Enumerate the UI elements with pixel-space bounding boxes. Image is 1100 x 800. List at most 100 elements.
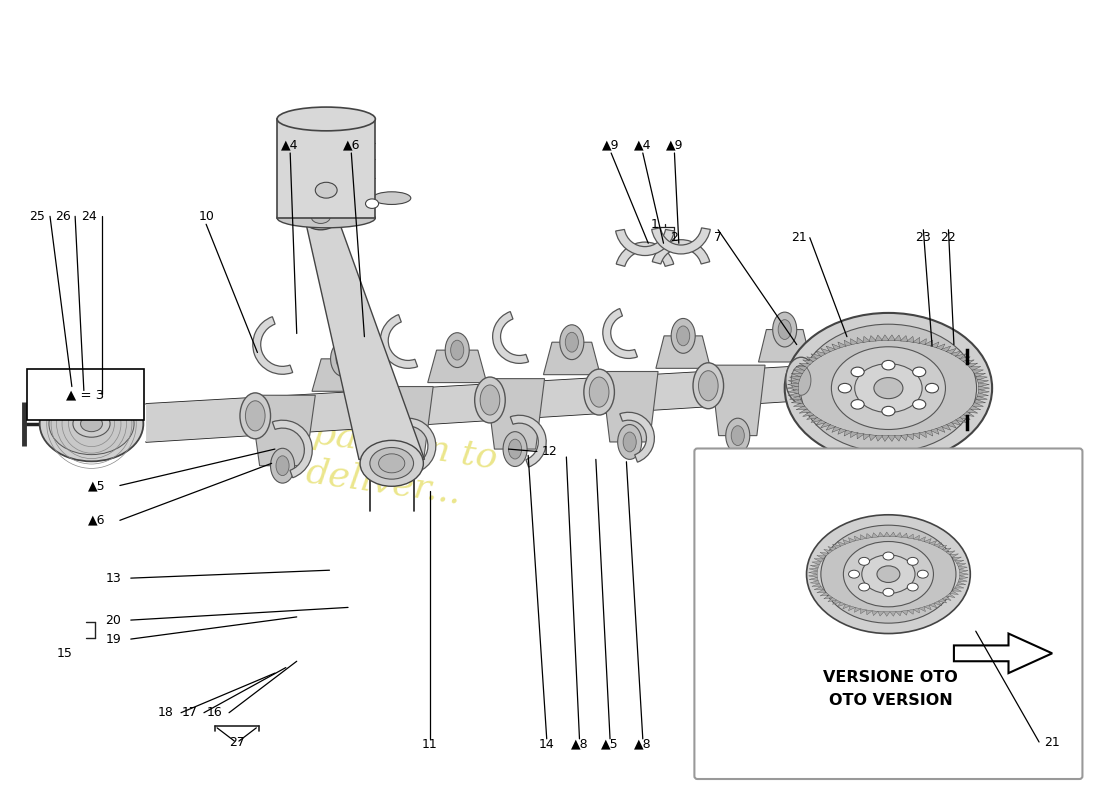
Polygon shape (953, 557, 961, 560)
Polygon shape (850, 431, 858, 438)
Polygon shape (959, 570, 968, 573)
Polygon shape (832, 426, 842, 432)
Polygon shape (955, 354, 966, 359)
Polygon shape (811, 354, 822, 359)
Polygon shape (930, 603, 937, 608)
Polygon shape (872, 533, 878, 538)
Ellipse shape (302, 203, 339, 230)
Polygon shape (803, 412, 814, 416)
Text: 23: 23 (915, 231, 932, 244)
Polygon shape (888, 436, 895, 442)
Polygon shape (810, 578, 818, 581)
Polygon shape (803, 360, 814, 365)
Wedge shape (510, 415, 547, 467)
Polygon shape (808, 571, 817, 574)
Ellipse shape (908, 558, 918, 566)
Polygon shape (428, 350, 486, 382)
Wedge shape (619, 412, 654, 462)
Polygon shape (959, 573, 968, 576)
Text: 1: 1 (651, 218, 659, 230)
Text: 27: 27 (229, 736, 244, 750)
Ellipse shape (276, 456, 289, 476)
Text: 15: 15 (56, 647, 73, 660)
Polygon shape (890, 611, 895, 616)
Polygon shape (855, 607, 861, 612)
Polygon shape (888, 335, 895, 341)
Polygon shape (959, 414, 970, 419)
Text: 21: 21 (1044, 735, 1060, 749)
Ellipse shape (861, 555, 915, 594)
Polygon shape (843, 604, 850, 609)
Polygon shape (934, 601, 942, 606)
Polygon shape (826, 346, 836, 352)
Polygon shape (946, 594, 955, 598)
Polygon shape (602, 371, 658, 442)
Polygon shape (869, 434, 877, 441)
Ellipse shape (726, 418, 750, 453)
Polygon shape (867, 534, 872, 538)
Text: ▲4: ▲4 (282, 138, 299, 151)
Polygon shape (943, 548, 951, 552)
Polygon shape (913, 433, 920, 439)
Polygon shape (895, 533, 902, 538)
Polygon shape (759, 330, 811, 362)
Ellipse shape (360, 440, 424, 486)
Polygon shape (789, 379, 800, 383)
Ellipse shape (785, 358, 816, 403)
Ellipse shape (240, 393, 271, 438)
Ellipse shape (698, 370, 718, 401)
Polygon shape (978, 390, 989, 394)
Ellipse shape (245, 401, 265, 431)
Polygon shape (977, 379, 989, 383)
Polygon shape (976, 396, 988, 400)
Polygon shape (955, 585, 964, 588)
Ellipse shape (618, 425, 641, 459)
Ellipse shape (848, 570, 859, 578)
Polygon shape (793, 370, 805, 374)
Ellipse shape (855, 364, 922, 413)
Ellipse shape (778, 320, 791, 339)
Ellipse shape (370, 447, 414, 479)
Ellipse shape (316, 182, 337, 198)
Polygon shape (656, 336, 711, 368)
Polygon shape (950, 351, 961, 357)
Text: ▲6: ▲6 (342, 138, 360, 151)
Polygon shape (918, 431, 926, 438)
Polygon shape (957, 563, 966, 566)
Polygon shape (796, 366, 807, 370)
Polygon shape (876, 435, 883, 441)
Polygon shape (931, 428, 939, 434)
Ellipse shape (851, 400, 865, 409)
Polygon shape (250, 395, 316, 466)
Polygon shape (788, 382, 799, 387)
Polygon shape (826, 424, 836, 430)
Polygon shape (906, 336, 914, 342)
Polygon shape (821, 422, 830, 428)
Polygon shape (790, 376, 801, 380)
Text: 26: 26 (55, 210, 72, 223)
Ellipse shape (277, 107, 375, 131)
Polygon shape (814, 558, 823, 562)
Ellipse shape (590, 377, 609, 407)
Polygon shape (791, 373, 803, 377)
Polygon shape (810, 568, 818, 571)
Polygon shape (543, 342, 601, 374)
Text: 21: 21 (791, 231, 806, 244)
Polygon shape (816, 420, 826, 425)
Text: 7: 7 (714, 231, 722, 244)
Polygon shape (924, 605, 932, 610)
Wedge shape (253, 317, 293, 374)
Wedge shape (603, 309, 637, 358)
Ellipse shape (623, 432, 636, 452)
Polygon shape (838, 342, 847, 348)
Polygon shape (876, 335, 883, 341)
Text: ▲4: ▲4 (634, 138, 651, 151)
Text: 14: 14 (539, 738, 554, 751)
Ellipse shape (882, 406, 895, 416)
Polygon shape (806, 357, 817, 362)
Polygon shape (931, 342, 939, 348)
Ellipse shape (475, 377, 505, 423)
Ellipse shape (336, 349, 349, 369)
Polygon shape (962, 412, 975, 416)
Polygon shape (711, 365, 766, 436)
